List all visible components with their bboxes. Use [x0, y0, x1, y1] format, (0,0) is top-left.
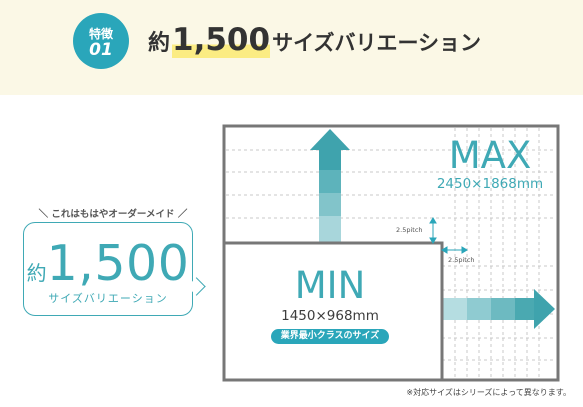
pitch-grid — [226, 128, 556, 378]
page-title: 約 1,500 サイズバリエーション — [148, 22, 481, 62]
min-title: MIN — [294, 264, 366, 307]
feature-badge-number: 01 — [89, 40, 113, 60]
min-size: 1450×968mm — [281, 308, 379, 324]
feature-badge: 特徴 01 — [73, 13, 129, 69]
footnote: ※対応サイズはシリーズによって異なります。 — [406, 388, 571, 397]
min-badge: 業界最小クラスのサイズ — [271, 329, 389, 344]
max-size: 2450×1868mm — [436, 176, 544, 192]
title-suffix: サイズバリエーション — [272, 31, 482, 55]
feature-badge-label: 特徴 — [88, 27, 113, 41]
bubble-subtitle: サイズバリエーション — [48, 292, 168, 305]
bubble-tagline: ＼ これはもはやオーダーメイド ／ — [38, 209, 188, 220]
speech-bubble: 約1,500 サイズバリエーション — [23, 222, 193, 316]
pitch-vertical-label: 2.5pitch — [396, 226, 423, 234]
bubble-count: 約1,500 — [24, 235, 192, 292]
bubble-number: 1,500 — [46, 235, 190, 292]
bubble-prefix: 約 — [26, 261, 47, 285]
min-frame — [222, 241, 444, 382]
max-title: MAX — [448, 134, 532, 177]
up-arrow-icon — [310, 129, 350, 242]
pitch-horizontal-label: 2.5pitch — [448, 256, 475, 264]
title-number: 1,500 — [172, 22, 271, 58]
feature-header: 特徴 01 約 1,500 サイズバリエーション — [0, 0, 583, 95]
right-arrow-icon — [443, 289, 555, 329]
title-prefix: 約 — [148, 31, 171, 56]
pitch-marks — [429, 217, 468, 254]
